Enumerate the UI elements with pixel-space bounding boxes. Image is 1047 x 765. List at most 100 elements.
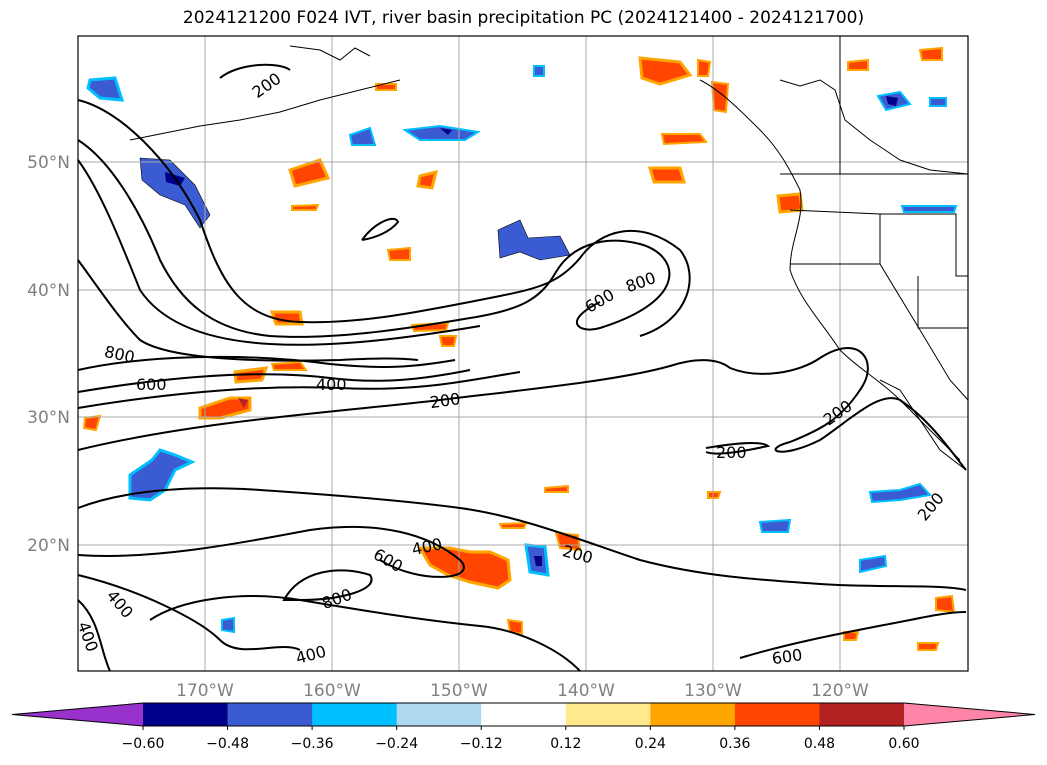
ivt-contour: [282, 569, 373, 601]
precip-patch: [638, 56, 693, 86]
contour-label: 800: [623, 268, 658, 296]
colorbar-segment: [565, 703, 651, 726]
contour-label: 400: [316, 375, 347, 394]
lat-label: 40°N: [27, 281, 70, 301]
colorbar-segment: [819, 703, 905, 726]
colorbar-segment: [396, 703, 482, 726]
precip-patch: [506, 618, 523, 636]
ivt-contour: [77, 599, 111, 672]
precip-patch: [758, 518, 792, 533]
colorbar: −0.60 −0.48 −0.36 −0.24 −0.12 0.12 0.24 0.36 0.4…: [11, 702, 1036, 752]
ivt-contour: [77, 139, 671, 338]
ivt-contour: [77, 574, 301, 651]
ivt-contour: [219, 63, 291, 79]
colorbar-extend-min: [12, 703, 143, 726]
ivt-contour: [705, 441, 771, 455]
ivt-contour: [77, 369, 471, 393]
ivt-contour: [77, 355, 456, 371]
ivt-contour: [77, 371, 521, 409]
precip-patch: [417, 546, 512, 590]
precip-patch: [128, 448, 196, 502]
contour-label: 600: [370, 544, 406, 576]
precip-patch: [697, 58, 712, 77]
contour-label: 200: [249, 69, 285, 102]
ivt-contour: [149, 595, 581, 672]
precip-patch: [498, 521, 528, 529]
colorbar-tick-label: 0.60: [888, 736, 919, 752]
precip-patch: [348, 126, 377, 146]
precip-patch: [859, 554, 888, 574]
precip-patch: [900, 205, 958, 213]
precip-patch: [291, 203, 320, 211]
colorbar-segment: [143, 703, 229, 726]
map-frame: [77, 35, 969, 672]
contour-label: 200: [429, 389, 462, 412]
ivt-contour: [77, 347, 967, 471]
precip-patch: [438, 335, 458, 347]
lon-label: 160°W: [303, 681, 361, 701]
contour-label: 200: [716, 443, 747, 462]
precip-patch: [847, 58, 869, 71]
colorbar-segment: [650, 703, 736, 726]
precip-patch: [82, 414, 102, 432]
graticule: [78, 36, 968, 671]
precip-patch: [386, 246, 411, 261]
precip-patch: [221, 616, 235, 634]
ivt-contour: [739, 611, 967, 659]
precip-patch: [402, 124, 481, 141]
colorbar-tick-label: −0.36: [291, 736, 334, 752]
lat-label: 30°N: [27, 408, 70, 428]
lat-label: 20°N: [27, 536, 70, 556]
ivt-contour: [77, 259, 419, 362]
precip-patch: [198, 396, 252, 420]
ivt-contour: [77, 99, 691, 337]
precip-patch: [533, 65, 545, 77]
colorbar-tick-label: 0.36: [719, 736, 750, 752]
contour-label: 800: [103, 342, 137, 367]
ivt-contour: [77, 525, 465, 578]
precip-patch: [440, 128, 452, 135]
colorbar-tick-label: −0.24: [375, 736, 418, 752]
coastlines: [129, 36, 969, 471]
colorbar-segment: [734, 703, 820, 726]
precip-patch: [776, 192, 804, 214]
precip-patch: [707, 491, 722, 499]
colorbar-tick-label: −0.12: [460, 736, 503, 752]
lat-labels: 50°N 40°N 30°N 20°N: [27, 153, 70, 556]
precip-patch: [270, 360, 308, 371]
contour-label: 600: [771, 645, 804, 668]
lat-label: 50°N: [27, 153, 70, 173]
precip-patch: [886, 96, 898, 106]
ivt-contours: [77, 63, 967, 672]
lon-labels: 170°W 160°W 150°W 140°W 130°W 120°W: [176, 681, 869, 701]
contour-label: 600: [136, 375, 167, 394]
lon-label: 140°W: [557, 681, 615, 701]
precip-patch: [935, 594, 956, 614]
figure-title: 2024121200 F024 IVT, river basin precipi…: [182, 8, 865, 28]
lon-label: 120°W: [811, 681, 869, 701]
precip-patch: [868, 482, 932, 504]
precip-patch: [648, 166, 686, 184]
precip-patch: [929, 97, 947, 107]
precip-patch: [917, 642, 940, 651]
ivt-contour: [77, 159, 481, 346]
precip-patch: [918, 46, 943, 61]
precip-patch: [86, 76, 125, 102]
precip-patch: [238, 398, 248, 408]
ivt-contour: [77, 487, 967, 591]
colorbar-segment: [481, 703, 567, 726]
precip-patch: [544, 484, 569, 493]
precip-patch: [288, 158, 331, 188]
precip-patch: [497, 219, 571, 261]
lon-label: 150°W: [430, 681, 488, 701]
colorbar-segment: [312, 703, 398, 726]
colorbar-tick-label: −0.60: [122, 736, 165, 752]
precip-patches: [82, 46, 958, 651]
precip-patch: [660, 133, 708, 146]
lon-label: 170°W: [176, 681, 234, 701]
precip-patch: [416, 169, 439, 190]
colorbar-tick-label: −0.48: [206, 736, 249, 752]
colorbar-segment: [227, 703, 313, 726]
lon-label: 130°W: [684, 681, 742, 701]
colorbar-tick-label: 0.12: [550, 736, 581, 752]
